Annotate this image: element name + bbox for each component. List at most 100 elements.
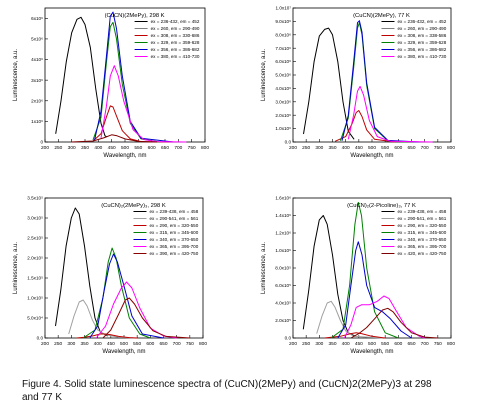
- y-tick-label: 1.0x10⁷: [276, 6, 292, 11]
- legend-entry: ex = 290, em = 320-550: [397, 223, 446, 228]
- x-tick-label: 200: [289, 341, 297, 347]
- y-tick-label: 8.0x10⁶: [275, 32, 291, 37]
- x-tick-label: 550: [133, 341, 141, 347]
- legend-entry: ex = 340, em = 370-650: [149, 237, 198, 242]
- x-tick-label: 400: [342, 341, 350, 347]
- x-tick-label: 350: [81, 145, 89, 151]
- x-tick-label: 550: [134, 145, 142, 151]
- series-line-7: [350, 307, 438, 339]
- x-tick-label: 800: [447, 145, 455, 151]
- y-tick-label: 0.0: [285, 336, 292, 341]
- x-tick-label: 800: [447, 341, 455, 347]
- series-line-3: [92, 105, 175, 143]
- x-tick-label: 700: [173, 341, 181, 347]
- y-tick-label: 8.0x10⁵: [275, 266, 291, 271]
- x-tick-label: 700: [421, 145, 429, 151]
- legend-entry: ex = 390, em = 420-750: [149, 251, 198, 256]
- y-tick-label: 4x10⁶: [31, 57, 43, 62]
- x-tick-label: 250: [54, 341, 62, 347]
- y-tick-label: 4.0x10⁵: [275, 301, 291, 306]
- series-line-3: [76, 333, 138, 339]
- x-tick-label: 700: [421, 341, 429, 347]
- legend-entry: ex = 315, em = 345-600: [397, 230, 446, 235]
- y-tick-label: 1x10⁶: [31, 119, 43, 124]
- y-tick-label: 1.4x10⁶: [275, 213, 291, 218]
- y-tick-label: 3x10⁶: [31, 78, 43, 83]
- x-axis-label: Wavelength, nm: [103, 153, 146, 159]
- legend-entry: ex = 236-432, em = 452: [151, 19, 200, 24]
- y-tick-label: 7.0x10⁶: [275, 46, 291, 51]
- y-tick-label: 3.0x10⁶: [275, 99, 291, 104]
- legend-entry: ex = 329, em = 359-628: [397, 40, 446, 45]
- x-tick-label: 250: [302, 341, 310, 347]
- legend-entry: ex = 308, em = 338-586: [397, 33, 446, 38]
- legend-entry: ex = 236-432, em = 452: [397, 19, 446, 24]
- series-line-4: [82, 247, 151, 339]
- x-tick-label: 250: [54, 145, 62, 151]
- series-line-4: [92, 21, 160, 143]
- y-tick-label: 1.0x10⁵: [27, 296, 43, 301]
- y-tick-label: 0.0: [37, 336, 44, 341]
- x-tick-label: 600: [394, 145, 402, 151]
- chart-panel-2: 200 250 300 350 400 450 500 550 600 650 700 750 800 0…: [261, 6, 455, 159]
- chart-panel-1: 200 250 300 350 400 450 500 550 600 650 700 750 800 0…: [13, 7, 209, 159]
- x-tick-label: 450: [355, 145, 363, 151]
- y-axis-label: Luminescence, a.u.: [261, 49, 267, 101]
- x-tick-label: 200: [289, 145, 297, 151]
- caption-line-2: and 77 K: [22, 392, 63, 403]
- x-tick-label: 350: [80, 341, 88, 347]
- x-tick-label: 300: [67, 341, 75, 347]
- y-tick-label: 6.0x10⁶: [275, 59, 291, 64]
- y-tick-label: 3.0x10⁵: [27, 216, 43, 221]
- series-line-6: [100, 65, 187, 143]
- y-tick-label: 2.0x10⁶: [275, 113, 291, 118]
- chart-title: (CuCN)₂(2-Picoline)₃, 77 K: [347, 203, 416, 209]
- legend-entry: ex = 420, em = 420-750: [397, 251, 446, 256]
- chart-title: (CuCN)(2MePy), 298 K: [105, 13, 165, 19]
- series-line-5: [89, 253, 164, 339]
- series-line-3: [324, 332, 386, 339]
- x-tick-label: 750: [188, 145, 196, 151]
- x-tick-label: 800: [201, 145, 209, 151]
- y-tick-label: 5.0x10⁶: [275, 73, 291, 78]
- x-tick-label: 650: [407, 341, 415, 347]
- x-tick-label: 750: [434, 341, 442, 347]
- legend-entry: ex = 380, em = 410-730: [151, 54, 200, 59]
- series-line-7: [102, 297, 190, 339]
- series-line-4: [339, 22, 406, 143]
- x-tick-label: 300: [315, 145, 323, 151]
- legend-entry: ex = 308, em = 330-686: [151, 33, 200, 38]
- y-tick-label: 2.0x10⁵: [275, 318, 291, 323]
- legend-entry: ex = 356, em = 386-682: [397, 47, 446, 52]
- x-tick-label: 350: [328, 145, 336, 151]
- x-tick-label: 200: [41, 341, 49, 347]
- y-tick-label: 1.0x10⁶: [275, 248, 291, 253]
- x-tick-label: 600: [148, 145, 156, 151]
- series-line-1: [55, 16, 108, 138]
- x-tick-label: 450: [107, 341, 115, 347]
- x-axis-label: Wavelength, nm: [350, 153, 393, 159]
- y-tick-label: 0.0: [285, 140, 292, 145]
- x-tick-label: 550: [381, 145, 389, 151]
- x-tick-label: 550: [381, 341, 389, 347]
- x-tick-label: 650: [159, 341, 167, 347]
- y-tick-label: 2.5x10⁵: [27, 236, 43, 241]
- chart-panel-3: 200 250 300 350 400 450 500 550 600 650 700 750 800 0…: [13, 196, 207, 355]
- legend-entry: ex = 315, em = 345-600: [149, 230, 198, 235]
- x-tick-label: 750: [186, 341, 194, 347]
- y-tick-label: 1.0x10⁶: [275, 126, 291, 131]
- x-axis-label: Wavelength, nm: [350, 349, 393, 355]
- x-tick-label: 400: [94, 341, 102, 347]
- series-line-4: [330, 201, 399, 339]
- figure-caption: Figure 4. Solid state luminescence spect…: [22, 378, 462, 404]
- x-tick-label: 800: [199, 341, 207, 347]
- y-tick-label: 1.6x10⁶: [275, 196, 291, 201]
- x-tick-label: 600: [146, 341, 154, 347]
- x-tick-label: 300: [315, 341, 323, 347]
- legend-entry: ex = 260, em = 290-490: [397, 26, 446, 31]
- x-tick-label: 650: [407, 145, 415, 151]
- chart-panel-4: 200 250 300 350 400 450 500 550 600 650 700 750 800 0…: [261, 196, 455, 355]
- y-tick-label: 1.2x10⁶: [275, 231, 291, 236]
- x-tick-label: 650: [161, 145, 169, 151]
- series-line-6: [347, 85, 433, 143]
